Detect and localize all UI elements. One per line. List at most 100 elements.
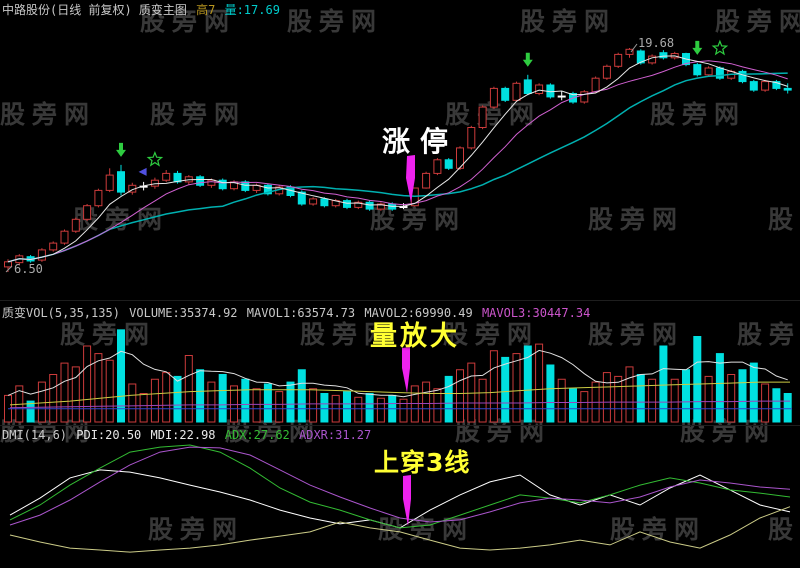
green-star-icon [711, 39, 729, 56]
volume-bar-down [738, 369, 747, 423]
volume-bar-up [580, 391, 589, 423]
watermark-text: 股旁网 [588, 205, 685, 234]
volume-bar-down [569, 388, 577, 423]
candle-up [456, 147, 464, 169]
candle-up [602, 65, 611, 79]
volume-bar-down [365, 393, 374, 423]
volume-bar-up [162, 372, 171, 423]
blue-left-arrow-icon [138, 167, 147, 176]
volume-bar-up [128, 383, 137, 423]
candle-down [365, 201, 374, 210]
candle-up [761, 81, 770, 91]
watermark-text: 股旁网 [445, 100, 542, 129]
header-segment: 中路股份(日线 前复权) 质变主图 [2, 3, 195, 17]
annotation-volume-expand: 量放大 [370, 321, 460, 352]
watermark-text: 股旁网 [650, 100, 747, 129]
volume-bar-up [648, 378, 657, 423]
candle-down [659, 52, 668, 59]
volume-bar-up [512, 353, 521, 423]
candle-up [478, 106, 487, 128]
watermark-text: 股旁网 [443, 320, 540, 349]
volume-bar-up [614, 375, 623, 423]
volume-bar-up [761, 383, 770, 423]
dmi-panel-header: DMI(14,6) PDI:20.50 MDI:22.98 ADX:27.62 … [2, 428, 373, 442]
annotation-limit-up: 涨停 [382, 125, 459, 158]
candle-down [501, 87, 510, 101]
volume-bar-down [772, 388, 781, 423]
candle-up [467, 127, 476, 149]
watermark-text: 股旁网 [520, 7, 617, 36]
watermark-text: 股旁网 [300, 320, 397, 349]
annotation-arrow-volume [402, 347, 410, 393]
volume-bar-up [139, 393, 148, 423]
volume-bar-up [49, 374, 58, 423]
candle-down [772, 81, 781, 89]
candle-down [263, 184, 272, 195]
candle-down [715, 67, 724, 79]
candle-up [37, 249, 46, 261]
green-down-arrow-icon [692, 40, 703, 55]
candle-down [749, 81, 758, 91]
price-high-label: 19.68 [638, 36, 675, 50]
candle-up [150, 179, 159, 187]
volume-bar-down [343, 391, 351, 423]
header-segment: 高7 [196, 3, 223, 17]
candle-up [49, 242, 58, 251]
candle-up [489, 87, 498, 108]
watermark-text: 股旁网 [0, 100, 97, 129]
candle-up [207, 179, 216, 186]
candle-up [625, 48, 634, 55]
annotation-cross-3-lines: 上穿3线 [374, 448, 471, 477]
volume-bar-up [704, 375, 713, 423]
volume-bar-up [230, 385, 238, 423]
volume-bar-down [715, 353, 724, 423]
volume-bar-up [433, 388, 442, 423]
candle-up [94, 189, 103, 207]
candle-up [535, 84, 544, 94]
watermark-text: 股旁网 [60, 320, 157, 349]
watermark-text: 股旁网 [148, 515, 245, 544]
volume-bar-up [489, 350, 498, 423]
candle-down [444, 159, 453, 169]
volume-bar-down [682, 369, 690, 423]
volume-bar-up [37, 381, 46, 423]
volume-bar-up [376, 397, 385, 423]
volume-bar-up [625, 366, 634, 423]
indicator-line [7, 349, 788, 398]
green-down-arrow-icon [116, 142, 126, 157]
candle-up [105, 174, 114, 191]
volume-bar-down [523, 345, 532, 423]
candle-down [117, 171, 125, 193]
watermark-text: 股旁网 [768, 205, 800, 234]
watermark-text: 股旁网 [150, 100, 247, 129]
watermark-text: 股旁网 [287, 7, 384, 36]
header-segment: MAVOL1:63574.73 [246, 306, 363, 320]
header-segment: VOLUME:35374.92 [129, 306, 245, 320]
volume-bar-down [173, 375, 182, 423]
candle-up [83, 205, 92, 220]
candle-up [309, 198, 318, 205]
header-segment: ADXR:31.27 [299, 428, 372, 442]
candle-down [636, 50, 645, 64]
candle-up [433, 159, 442, 174]
header-segment: 质变VOL(5,35,135) [2, 306, 128, 320]
candle-down [523, 79, 532, 95]
volume-bar-up [83, 345, 92, 423]
candle-up [71, 218, 80, 232]
volume-bar-up [60, 362, 69, 423]
candle-up [422, 172, 431, 189]
volume-bar-up [557, 378, 566, 423]
volume-bar-down [241, 378, 250, 423]
watermark-text: 股旁网 [378, 515, 475, 544]
volume-bar-up [252, 388, 261, 423]
indicator-line [7, 60, 788, 263]
volume-bar-up [399, 398, 408, 423]
watermark-text: 股旁网 [370, 205, 467, 234]
candle-down [343, 200, 351, 208]
volume-bar-down [749, 362, 758, 423]
indicator-line [9, 446, 791, 526]
candle-down [783, 87, 792, 91]
candle-down [241, 181, 250, 191]
indicator-line [9, 400, 790, 409]
